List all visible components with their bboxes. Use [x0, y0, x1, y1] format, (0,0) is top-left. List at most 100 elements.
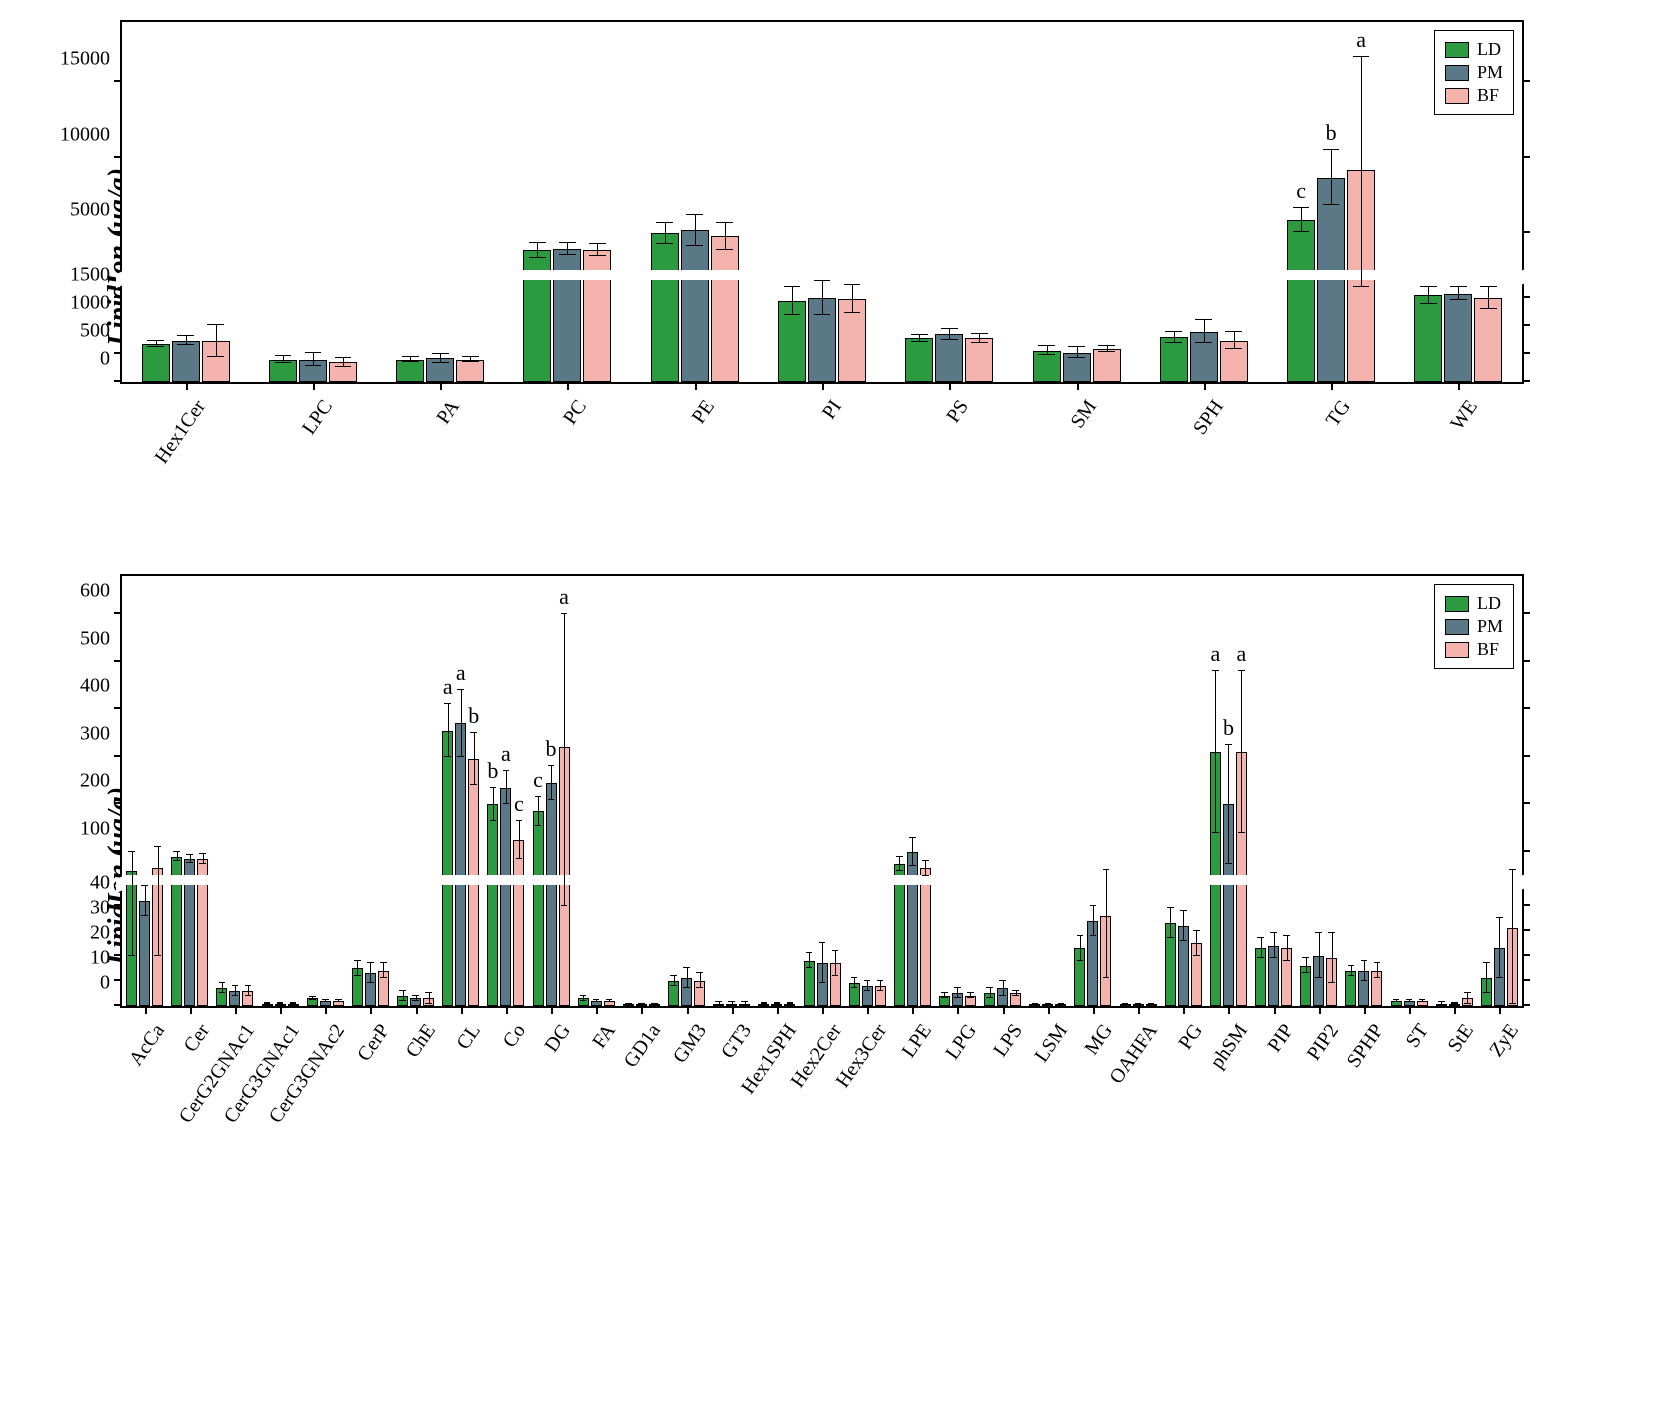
error-cap — [909, 865, 916, 866]
error-cap — [864, 990, 871, 991]
error-cap — [1068, 357, 1085, 358]
error-line — [695, 215, 696, 245]
bar-break-gap — [183, 875, 196, 885]
error-cap — [1451, 1003, 1458, 1004]
error-cap — [1406, 999, 1413, 1000]
x-tick — [1499, 1006, 1501, 1014]
bar — [1033, 351, 1061, 382]
legend-row: LD — [1445, 39, 1503, 60]
error-cap — [922, 860, 929, 861]
error-line — [1458, 287, 1459, 300]
error-cap — [651, 1004, 658, 1005]
error-cap — [1098, 351, 1115, 352]
legend-swatch — [1445, 42, 1469, 58]
error-line — [822, 281, 823, 315]
error-cap — [529, 242, 546, 243]
y-tick-right — [1522, 612, 1530, 614]
error-line — [665, 223, 666, 244]
error-cap — [335, 357, 352, 358]
error-cap — [1283, 960, 1290, 961]
error-cap — [425, 1003, 432, 1004]
error-cap — [141, 885, 148, 886]
bar-break-gap — [893, 875, 906, 885]
error-cap — [199, 863, 206, 864]
error-cap — [716, 222, 733, 223]
error-line — [551, 766, 552, 799]
bar — [651, 233, 679, 382]
x-tick — [145, 1006, 147, 1014]
error-cap — [1090, 935, 1097, 936]
bar-group — [171, 857, 208, 1006]
error-cap — [741, 1004, 748, 1005]
error-cap — [275, 355, 292, 356]
error-cap — [1195, 342, 1212, 343]
error-cap — [354, 960, 361, 961]
y-tick — [114, 755, 122, 757]
x-tick — [325, 1006, 327, 1014]
significance-letter: a — [559, 584, 569, 610]
error-cap — [1480, 286, 1497, 287]
error-cap — [470, 784, 477, 785]
error-cap — [1509, 1003, 1516, 1004]
bar — [523, 250, 551, 382]
error-line — [1228, 745, 1229, 864]
error-cap — [245, 995, 252, 996]
error-cap — [128, 955, 135, 956]
error-cap — [1483, 992, 1490, 993]
significance-letter: a — [1356, 27, 1366, 53]
error-line — [700, 973, 701, 988]
y-tick-right — [1522, 850, 1530, 852]
y-tick-right — [1522, 707, 1530, 709]
error-line — [1274, 933, 1275, 958]
error-cap — [457, 689, 464, 690]
x-category-label: GT3 — [717, 1020, 757, 1063]
error-cap — [1361, 980, 1368, 981]
bar-break-gap — [919, 875, 932, 885]
bar-break-gap — [170, 875, 183, 885]
bar — [1414, 295, 1442, 382]
error-cap — [1419, 999, 1426, 1000]
x-tick — [1274, 1006, 1276, 1014]
error-line — [1261, 938, 1262, 958]
x-tick — [1454, 1006, 1456, 1014]
error-line — [132, 852, 133, 956]
error-cap — [941, 339, 958, 340]
y-tick-label: 1000 — [70, 292, 110, 315]
error-cap — [1195, 319, 1212, 320]
error-cap — [896, 870, 903, 871]
error-cap — [1438, 1004, 1445, 1005]
error-cap — [1167, 937, 1174, 938]
y-tick-label: 600 — [80, 580, 110, 603]
x-tick — [440, 382, 442, 390]
error-cap — [844, 312, 861, 313]
x-tick — [370, 1006, 372, 1014]
error-cap — [559, 242, 576, 243]
error-cap — [911, 341, 928, 342]
error-cap — [503, 803, 510, 804]
error-line — [1183, 911, 1184, 941]
y-tick — [114, 929, 122, 931]
error-cap — [199, 853, 206, 854]
x-tick — [949, 382, 951, 390]
error-cap — [967, 992, 974, 993]
bar — [965, 338, 993, 382]
error-line — [474, 733, 475, 785]
error-cap — [516, 858, 523, 859]
error-cap — [696, 972, 703, 973]
x-tick — [280, 1006, 282, 1014]
significance-letter: a — [443, 674, 453, 700]
error-cap — [335, 999, 342, 1000]
error-line — [1080, 936, 1081, 961]
bar-break-gap — [532, 875, 545, 885]
x-tick — [1331, 382, 1333, 390]
error-cap — [535, 825, 542, 826]
error-cap — [309, 999, 316, 1000]
error-cap — [1038, 354, 1055, 355]
error-cap — [1353, 56, 1370, 57]
x-tick — [732, 1006, 734, 1014]
x-category-label: PE — [687, 396, 719, 428]
error-cap — [832, 950, 839, 951]
error-cap — [561, 905, 568, 906]
bar — [513, 840, 524, 1006]
bar — [533, 811, 544, 1006]
